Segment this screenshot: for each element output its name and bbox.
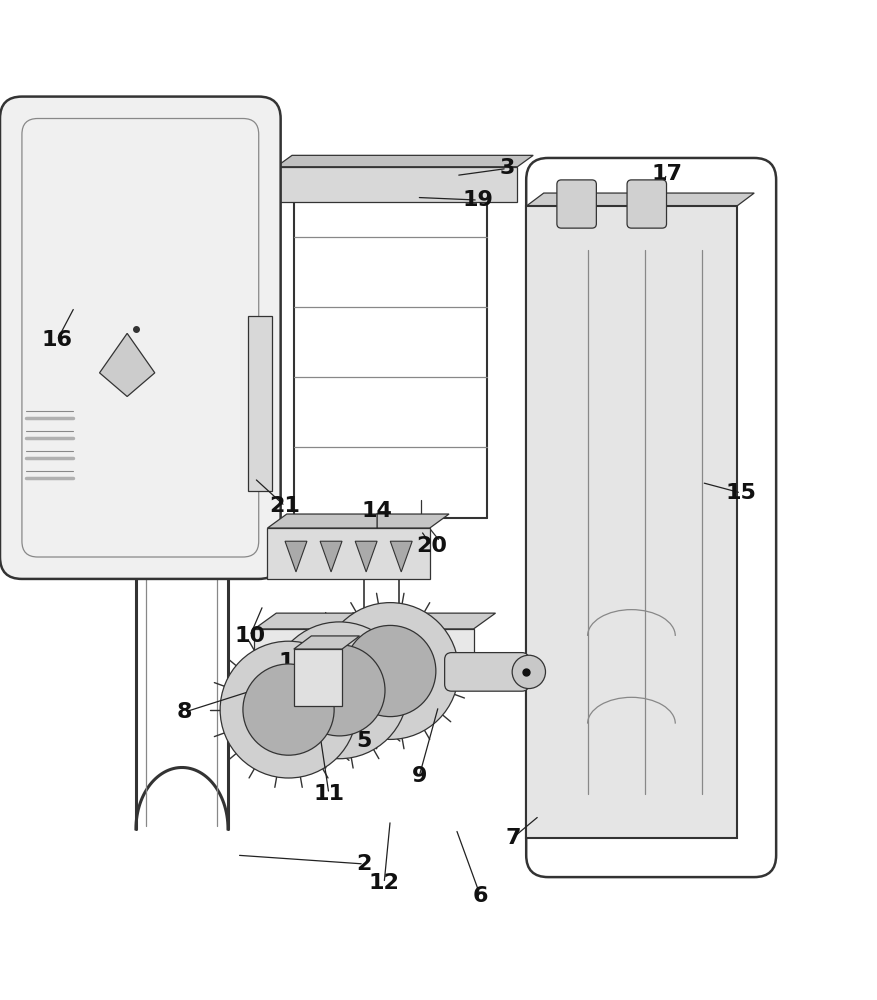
Text: 6: 6: [473, 886, 488, 906]
FancyBboxPatch shape: [0, 97, 281, 579]
Polygon shape: [276, 167, 517, 202]
Text: 15: 15: [725, 483, 757, 503]
Text: 14: 14: [361, 501, 393, 521]
Text: 10: 10: [234, 626, 266, 646]
Text: 13: 13: [278, 652, 310, 672]
FancyBboxPatch shape: [627, 180, 667, 228]
Polygon shape: [267, 528, 430, 579]
Polygon shape: [294, 636, 360, 649]
Circle shape: [512, 655, 545, 689]
Circle shape: [243, 664, 334, 755]
Circle shape: [322, 603, 459, 739]
Text: 8: 8: [176, 702, 192, 722]
Polygon shape: [526, 206, 737, 838]
Polygon shape: [390, 541, 412, 572]
Polygon shape: [355, 541, 377, 572]
Text: 17: 17: [651, 164, 682, 184]
Polygon shape: [267, 514, 449, 528]
Polygon shape: [254, 629, 474, 662]
Text: 20: 20: [416, 536, 447, 556]
Polygon shape: [526, 193, 754, 206]
Text: 9: 9: [411, 766, 427, 786]
Polygon shape: [320, 541, 342, 572]
Text: 21: 21: [269, 496, 301, 516]
Circle shape: [220, 641, 357, 778]
Text: 5: 5: [356, 731, 372, 751]
Text: 12: 12: [368, 873, 400, 893]
Text: 3: 3: [499, 158, 515, 178]
Text: 16: 16: [41, 330, 73, 350]
Circle shape: [271, 622, 408, 759]
Circle shape: [294, 645, 385, 736]
Text: 2: 2: [356, 854, 372, 874]
Text: 7: 7: [505, 828, 521, 848]
Polygon shape: [99, 333, 154, 397]
Text: 19: 19: [462, 190, 494, 210]
FancyBboxPatch shape: [557, 180, 596, 228]
Polygon shape: [294, 649, 342, 706]
Polygon shape: [285, 541, 307, 572]
Polygon shape: [254, 613, 496, 629]
FancyBboxPatch shape: [445, 653, 529, 691]
Polygon shape: [248, 316, 272, 491]
Text: 11: 11: [313, 784, 345, 804]
Circle shape: [345, 625, 436, 717]
Polygon shape: [276, 155, 533, 167]
